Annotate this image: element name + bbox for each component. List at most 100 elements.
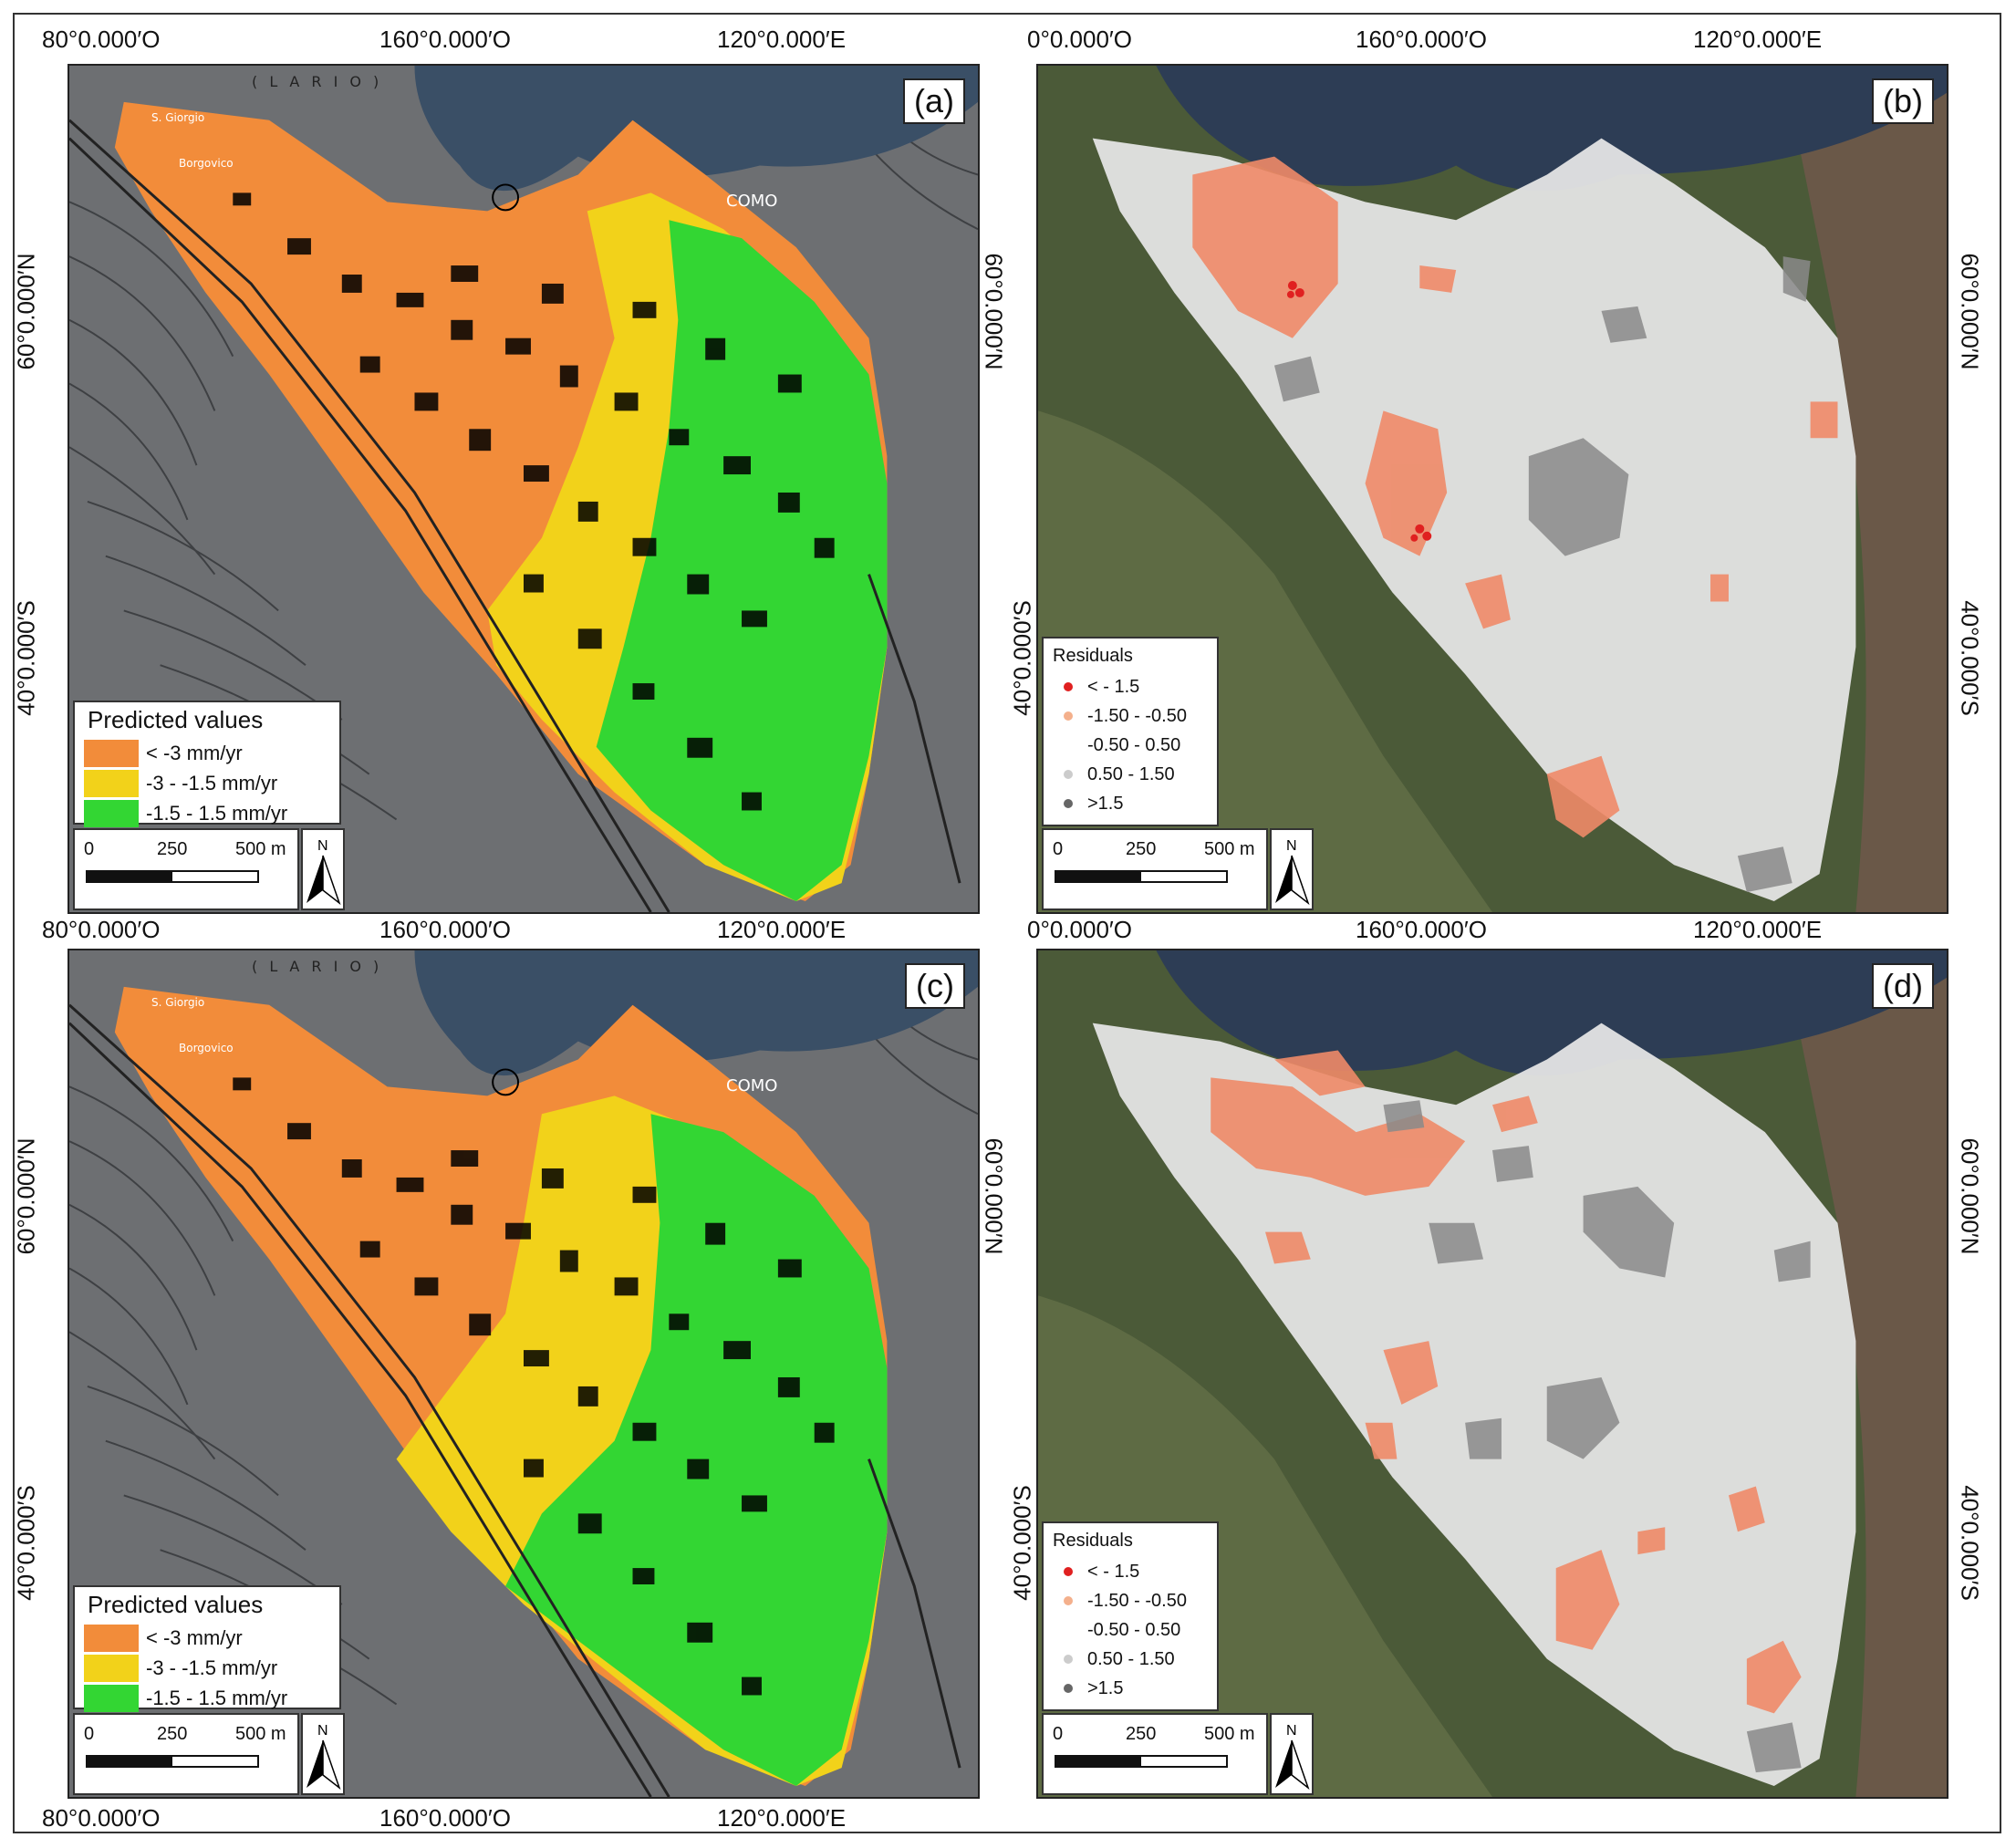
panel-label: (c) [905, 963, 965, 1009]
legend-label: -1.50 - -0.50 [1087, 1590, 1187, 1611]
latitude-label: 60°0.000′N [980, 1137, 1008, 1255]
scale-label: 250 [1126, 839, 1157, 859]
north-arrow-icon: N [1275, 838, 1310, 906]
legend-dot [1064, 770, 1073, 779]
legend-label: < -3 mm/yr [146, 1625, 243, 1649]
legend-swatch [84, 1684, 139, 1712]
legend-label: < -3 mm/yr [146, 741, 243, 764]
svg-text:N: N [317, 838, 328, 854]
legend-label: 0.50 - 1.50 [1087, 763, 1175, 784]
legend-title: Predicted values [88, 1591, 264, 1618]
scale-label: 250 [157, 1724, 188, 1744]
place-label: S. Giorgio [151, 111, 205, 124]
north-arrow-icon: N [307, 1723, 341, 1791]
scale-bar: 0 250 500 m [1042, 1713, 1268, 1795]
longitude-label: 0°0.000′O [1027, 26, 1133, 53]
scale-graphic [1055, 870, 1228, 883]
legend-dot [1064, 682, 1073, 691]
scale-label: 500 m [1204, 1724, 1255, 1744]
legend-label: -3 - -1.5 mm/yr [146, 771, 278, 794]
legend-title: Predicted values [88, 706, 264, 733]
legend-label: -3 - -1.5 mm/yr [146, 1656, 278, 1679]
panel-b: (b) Residuals < - 1.5 -1.50 - -0.50 -0.5… [1036, 64, 1948, 914]
longitude-label: 160°0.000′O [1356, 916, 1487, 943]
scale-bar: 0 250 500 m [73, 1713, 299, 1795]
predicted-legend: Predicted values < -3 mm/yr -3 - -1.5 mm… [73, 701, 341, 828]
legend-dot [1064, 1625, 1073, 1635]
place-label: S. Giorgio [151, 996, 205, 1009]
latitude-label: 40°0.000′S [1956, 600, 1984, 716]
latitude-label: 60°0.000′N [1956, 253, 1984, 370]
svg-text:N: N [1286, 1723, 1297, 1739]
city-label: COMO [726, 1076, 778, 1095]
residuals-map-d [1038, 950, 1947, 1797]
panel-label: (b) [1872, 78, 1934, 124]
legend-swatch [84, 1624, 139, 1652]
legend-row: -0.50 - 0.50 [1044, 1615, 1217, 1645]
scale-label: 0 [84, 1724, 95, 1744]
latitude-label: 40°0.000′S [1956, 1485, 1984, 1601]
longitude-label: 160°0.000′O [379, 26, 511, 53]
scale-graphic [1055, 1755, 1228, 1768]
legend-row: 0.50 - 1.50 [1044, 760, 1217, 789]
north-arrow: N [301, 1713, 345, 1795]
legend-row: -1.5 - 1.5 mm/yr [75, 798, 339, 828]
scale-bar: 0 250 500 m [73, 828, 299, 910]
legend-row: 0.50 - 1.50 [1044, 1645, 1217, 1674]
panel-label: (a) [903, 78, 965, 124]
legend-row: -1.50 - -0.50 [1044, 701, 1217, 731]
legend-label: < - 1.5 [1087, 676, 1140, 697]
longitude-label: 120°0.000′E [717, 26, 847, 53]
legend-row: >1.5 [1044, 1674, 1217, 1703]
legend-row: -3 - -1.5 mm/yr [75, 768, 339, 798]
latitude-label: 40°0.000′S [12, 600, 40, 716]
north-arrow: N [301, 828, 345, 910]
panel-c: ( L A R I O ) COMO S. Giorgio Borgovico … [68, 949, 980, 1799]
svg-text:N: N [317, 1723, 328, 1739]
latitude-label: 60°0.000′N [980, 253, 1008, 370]
panel-label: (d) [1872, 963, 1934, 1009]
legend-swatch [84, 769, 139, 797]
longitude-label: 80°0.000′O [42, 916, 161, 943]
legend-row: < - 1.5 [1044, 1557, 1217, 1586]
place-label: Borgovico [179, 157, 234, 170]
legend-label: < - 1.5 [1087, 1561, 1140, 1582]
scale-label: 500 m [235, 839, 286, 859]
longitude-label: 120°0.000′E [717, 916, 847, 943]
latitude-label: 40°0.000′S [1008, 1485, 1036, 1601]
longitude-label: 160°0.000′O [1356, 26, 1487, 53]
legend-swatch [84, 799, 139, 827]
north-arrow: N [1270, 828, 1314, 910]
predicted-legend: Predicted values < -3 mm/yr -3 - -1.5 mm… [73, 1585, 341, 1712]
legend-row: >1.5 [1044, 789, 1217, 818]
legend-label: -0.50 - 0.50 [1087, 1619, 1181, 1640]
topographic-map-c [69, 950, 978, 1797]
legend-dot [1064, 741, 1073, 750]
place-label: Borgovico [179, 1042, 234, 1054]
north-arrow: N [1270, 1713, 1314, 1795]
scale-graphic [86, 870, 259, 883]
scale-label: 0 [1053, 839, 1064, 859]
legend-row: -0.50 - 0.50 [1044, 731, 1217, 760]
legend-dot [1064, 1596, 1073, 1605]
panel-d: (d) Residuals < - 1.5 -1.50 - -0.50 -0.5… [1036, 949, 1948, 1799]
latitude-label: 40°0.000′S [12, 1485, 40, 1601]
legend-row: -3 - -1.5 mm/yr [75, 1653, 339, 1683]
residuals-map-b [1038, 66, 1947, 912]
legend-label: -1.5 - 1.5 mm/yr [146, 1686, 288, 1709]
legend-title: Residuals [1053, 646, 1133, 666]
legend-dot [1064, 711, 1073, 721]
longitude-label: 120°0.000′E [1693, 26, 1823, 53]
legend-row: < - 1.5 [1044, 672, 1217, 701]
scale-graphic [86, 1755, 259, 1768]
residuals-legend: Residuals < - 1.5 -1.50 - -0.50 -0.50 - … [1042, 1521, 1219, 1711]
scale-label: 250 [157, 839, 188, 859]
longitude-label: 120°0.000′E [717, 1804, 847, 1832]
legend-row: < -3 mm/yr [75, 738, 339, 768]
legend-label: -1.5 - 1.5 mm/yr [146, 801, 288, 825]
longitude-label: 120°0.000′E [1693, 916, 1823, 943]
scale-label: 0 [84, 839, 95, 859]
longitude-label: 80°0.000′O [42, 26, 161, 53]
scale-bar: 0 250 500 m [1042, 828, 1268, 910]
scale-label: 0 [1053, 1724, 1064, 1744]
